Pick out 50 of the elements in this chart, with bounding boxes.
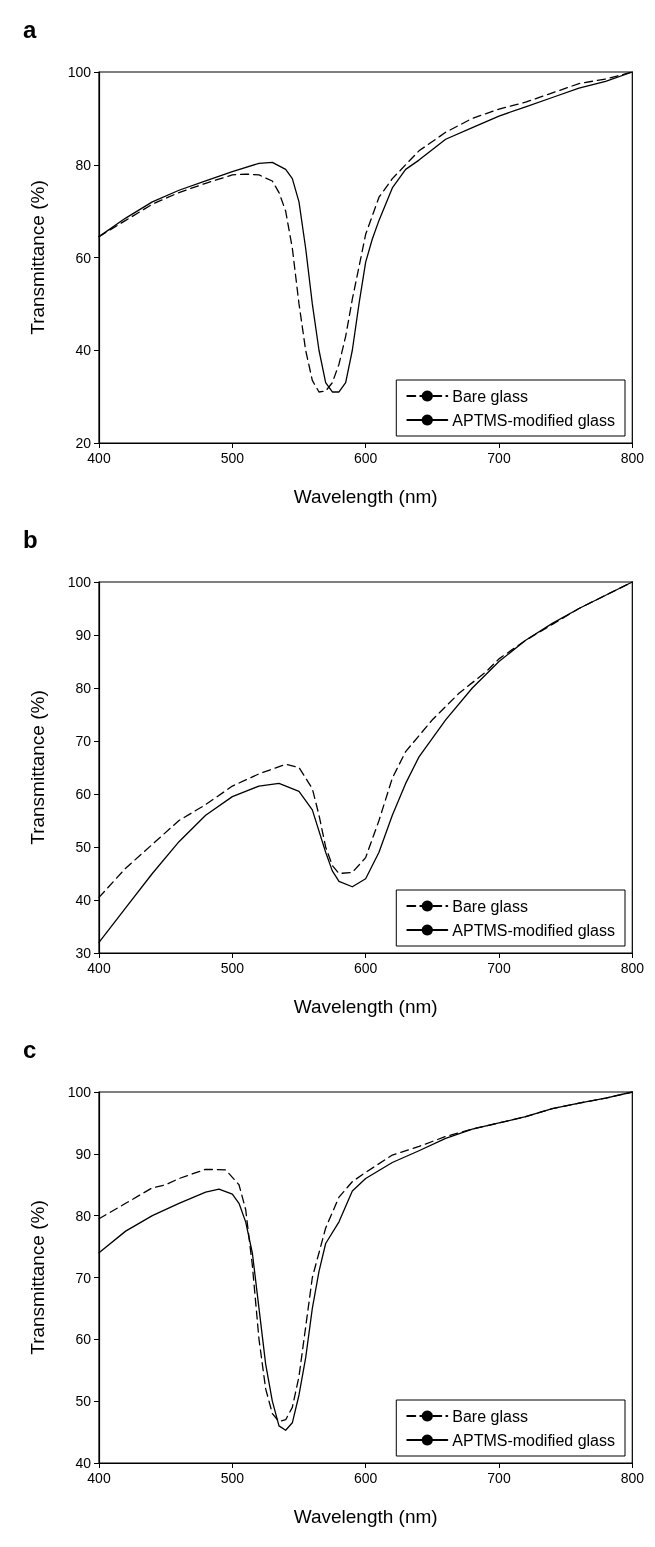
- y-tick-label: 30: [75, 945, 92, 961]
- y-tick-label: 50: [75, 839, 92, 855]
- chart-title: a: [23, 15, 37, 43]
- x-tick-label: 700: [487, 960, 511, 976]
- x-tick-label: 800: [620, 1470, 645, 1486]
- x-tick-label: 500: [220, 450, 245, 466]
- y-tick-label: 90: [75, 627, 92, 643]
- legend-label: APTMS-modified glass: [452, 921, 615, 939]
- legend-label: Bare glass: [452, 1407, 528, 1425]
- x-axis-title: Wavelength (nm): [293, 1506, 438, 1527]
- y-tick-label: 70: [75, 1269, 92, 1286]
- legend-label: Bare glass: [452, 387, 528, 405]
- x-tick-label: 600: [353, 450, 378, 466]
- y-tick-label: 100: [67, 574, 92, 590]
- y-tick-label: 60: [75, 249, 92, 266]
- legend-label: Bare glass: [452, 897, 528, 915]
- x-tick-label: 400: [87, 1470, 111, 1486]
- y-tick-label: 80: [75, 156, 92, 173]
- x-axis-title: Wavelength (nm): [293, 486, 438, 507]
- y-tick-label: 60: [75, 1331, 92, 1348]
- y-tick-label: 50: [75, 1393, 92, 1410]
- y-tick-label: 60: [75, 786, 92, 802]
- y-tick-label: 40: [75, 892, 92, 908]
- x-tick-label: 700: [487, 1470, 511, 1486]
- chart-title: b: [23, 525, 38, 553]
- x-tick-label: 600: [353, 1470, 378, 1486]
- y-tick-label: 100: [67, 64, 92, 80]
- x-tick-label: 400: [87, 960, 111, 976]
- y-tick-label: 40: [75, 1455, 92, 1471]
- y-tick-label: 100: [67, 1084, 92, 1100]
- y-axis-title: Transmittance (%): [27, 690, 48, 845]
- x-tick-label: 700: [487, 450, 511, 466]
- y-tick-label: 40: [75, 342, 92, 359]
- x-tick-label: 500: [220, 960, 245, 976]
- x-tick-label: 500: [220, 1470, 245, 1486]
- y-axis-title: Transmittance (%): [27, 1200, 48, 1355]
- legend-label: APTMS-modified glass: [452, 1431, 615, 1449]
- y-tick-label: 80: [75, 1207, 92, 1224]
- x-tick-label: 400: [87, 450, 111, 466]
- y-axis-title: Transmittance (%): [27, 180, 48, 335]
- y-tick-label: 90: [75, 1145, 92, 1162]
- y-tick-label: 20: [75, 435, 92, 451]
- y-tick-label: 80: [75, 680, 92, 696]
- x-tick-label: 600: [353, 960, 378, 976]
- x-tick-label: 800: [620, 450, 645, 466]
- y-tick-label: 70: [75, 733, 92, 749]
- legend-label: APTMS-modified glass: [452, 411, 615, 429]
- chart-title: c: [23, 1035, 37, 1063]
- x-axis-title: Wavelength (nm): [293, 996, 438, 1017]
- x-tick-label: 800: [620, 960, 645, 976]
